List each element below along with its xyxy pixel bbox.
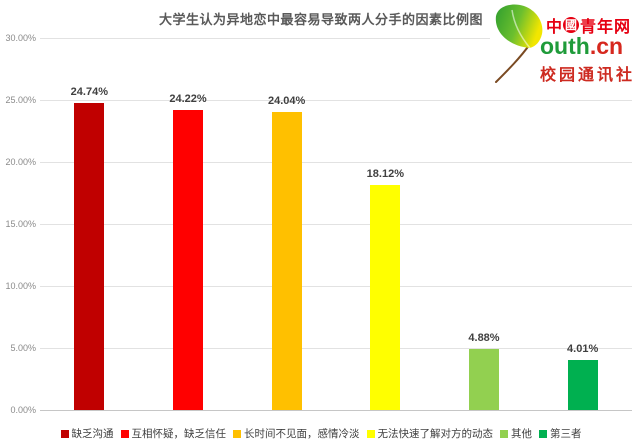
legend-label: 第三者 [550,428,582,440]
bar-3 [271,111,302,410]
legend-item: 第三者 [539,426,582,441]
bar-5 [469,349,499,410]
logo-domain-suffix: .cn [589,33,624,59]
chart-legend: 缺乏沟通 互相怀疑，缺乏信任 长时间不见面，感情冷淡 无法快速了解对方的动态 其他 第三者 [0,426,642,441]
logo-domain-prefix: outh [540,33,590,59]
legend-swatch [539,429,547,438]
legend-label: 互相怀疑，缺乏信任 [131,428,227,440]
bar-data-label: 24.04% [268,94,306,107]
bar-data-label: 18.12% [366,168,404,181]
logo-domain: outh.cn [540,33,623,60]
legend-item: 其他 [500,426,532,441]
y-axis-label: 10.00% [5,281,36,291]
y-axis-label: 5.00% [10,343,36,353]
bar-data-label: 24.74% [70,86,108,99]
logo-guo-badge: 國 [563,17,580,33]
legend-item: 互相怀疑，缺乏信任 [120,426,227,441]
ginkgo-leaf-icon [495,4,543,83]
bar-4 [370,185,401,410]
legend-swatch [120,429,129,438]
legend-swatch [233,429,241,438]
legend-label: 其他 [511,428,532,440]
legend-item: 无法快速了解对方的动态 [366,426,494,441]
y-axis-label: 15.00% [5,219,36,229]
legend-label: 长时间不见面，感情冷淡 [244,428,360,440]
legend-item: 长时间不见面，感情冷淡 [233,426,360,441]
logo-subtitle: 校园通讯社 [540,67,636,84]
legend-swatch [60,429,69,438]
bar-6 [567,360,598,410]
chart-title: 大学生认为异地恋中最容易导致两人分手的因素比例图 [158,12,483,27]
gridline [40,38,632,39]
bar-data-label: 4.88% [468,332,500,345]
gridline [40,348,632,349]
legend-label: 缺乏沟通 [71,428,114,440]
youth-cn-logo: 中 國 青年网 outh.cn 校园通讯社 [490,0,640,92]
logo-brand-line: 中 國 青年网 [546,13,631,37]
bar-data-label: 24.22% [169,92,207,105]
legend-label: 无法快速了解对方的动态 [377,428,494,440]
bar-2 [173,109,203,410]
logo-site-name: 青年网 [580,19,632,36]
x-axis-line [40,410,632,411]
gridline [40,162,632,163]
legend-swatch [366,429,375,438]
gridline [40,286,632,287]
y-axis-label: 25.00% [5,95,36,105]
logo-zhong-char: 中 [546,19,563,36]
gridline [40,224,632,225]
gridline [40,100,632,101]
bar-1 [74,103,105,410]
legend-item: 缺乏沟通 [60,426,114,441]
y-axis-label: 20.00% [5,157,36,167]
y-axis-label: 30.00% [5,33,36,43]
y-axis-label: 0.00% [10,405,36,415]
bar-data-label: 4.01% [567,343,599,356]
legend-swatch [500,429,508,438]
